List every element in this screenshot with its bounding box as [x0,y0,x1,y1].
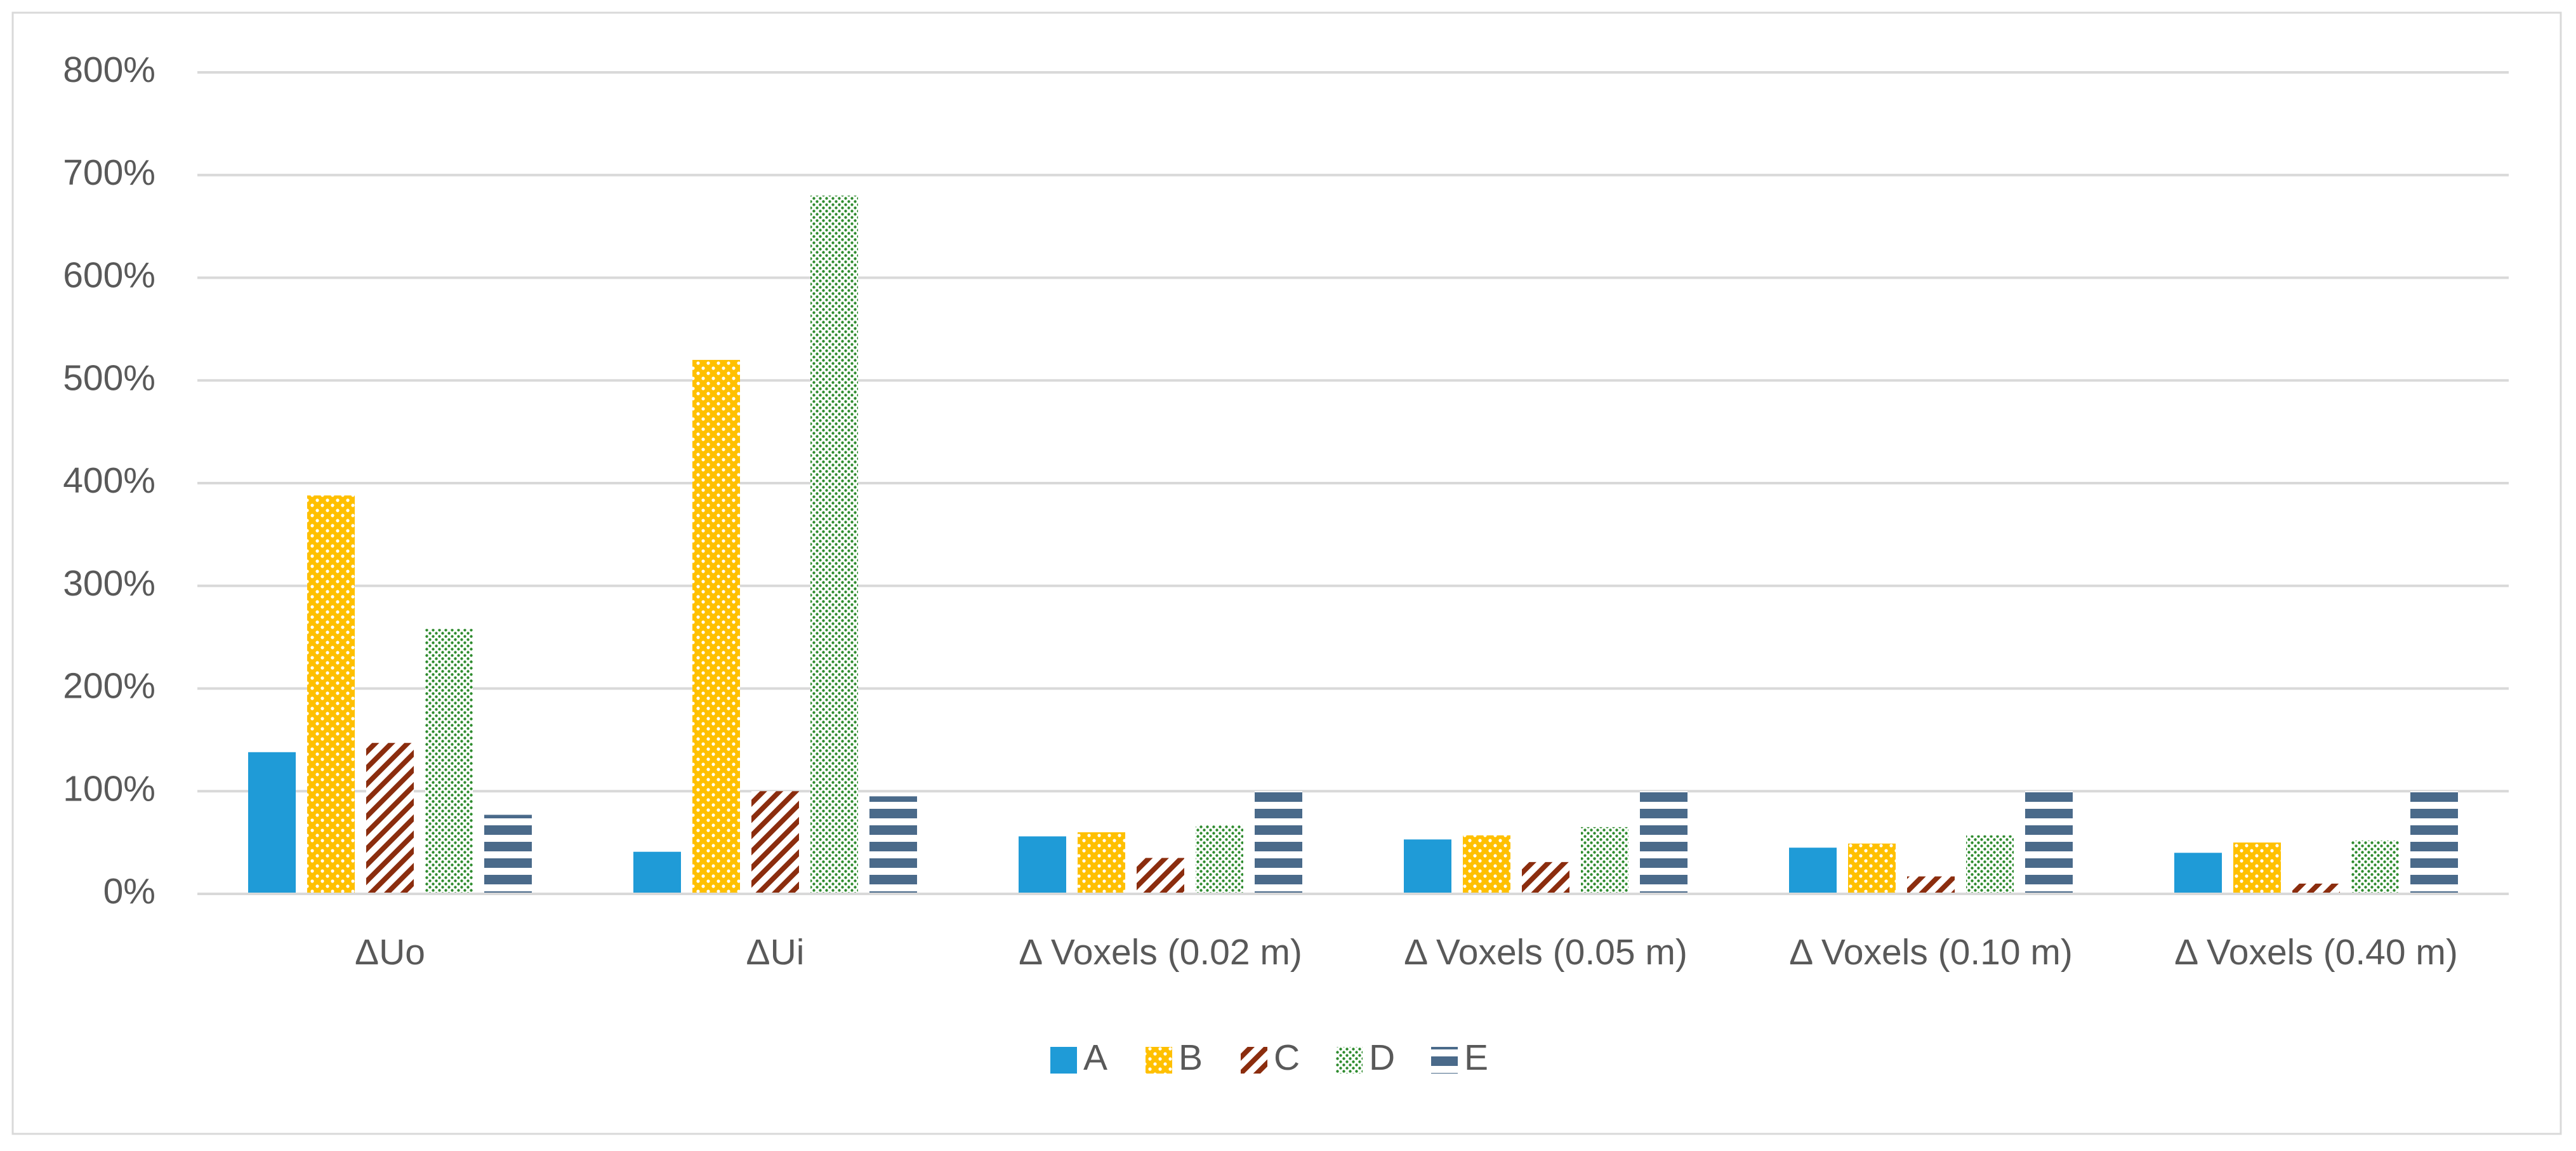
bar [1078,832,1125,894]
bar [1966,835,2014,894]
bar [1581,827,1628,894]
legend-label: C [1274,1037,1300,1078]
bar [484,815,532,894]
bar [1789,848,1837,894]
bar [2410,791,2458,894]
bar [425,629,473,894]
legend-label: D [1369,1037,1395,1078]
bar [692,359,740,894]
bar [1907,876,1955,894]
bar [1255,791,1302,894]
x-tick-label: ΔUi [746,932,805,973]
bar [2025,791,2073,894]
x-tick-label: Δ Voxels (0.40 m) [2174,932,2458,973]
legend-swatch [1146,1047,1172,1074]
y-tick-label: 600% [63,255,155,296]
bar [2233,842,2281,894]
bar [307,495,355,894]
y-tick-label: 400% [63,460,155,501]
bar [869,796,917,894]
x-tick-label: Δ Voxels (0.05 m) [1404,932,1688,973]
y-tick-label: 500% [63,357,155,398]
y-tick-label: 200% [63,666,155,707]
y-tick-label: 0% [103,871,155,912]
bar [1463,835,1510,894]
legend-swatch [1050,1047,1077,1074]
bar [2292,883,2340,894]
bar [1404,839,1451,894]
y-tick-label: 300% [63,563,155,604]
chart-border [11,11,2562,1135]
bar [1019,836,1066,894]
x-tick-label: Δ Voxels (0.10 m) [1789,932,2073,973]
bar [1196,825,1243,894]
legend-label: E [1464,1037,1488,1078]
legend-label: A [1083,1037,1107,1078]
legend-swatch [1431,1047,1458,1074]
y-tick-label: 700% [63,152,155,193]
bar [633,851,681,894]
bar [1522,862,1569,894]
bar [1137,858,1184,894]
bar [366,743,414,894]
bar [751,791,799,894]
bar [810,196,858,895]
bar [248,752,296,894]
x-tick-label: Δ Voxels (0.02 m) [1019,932,1302,973]
legend-swatch [1336,1047,1363,1074]
bar [1848,843,1896,894]
x-tick-label: ΔUo [355,932,425,973]
legend-swatch [1241,1047,1267,1074]
bar [1640,791,1688,894]
bar [2174,853,2222,894]
bar [2351,840,2399,894]
legend-label: B [1179,1037,1203,1078]
y-tick-label: 800% [63,50,155,90]
y-tick-label: 100% [63,768,155,809]
